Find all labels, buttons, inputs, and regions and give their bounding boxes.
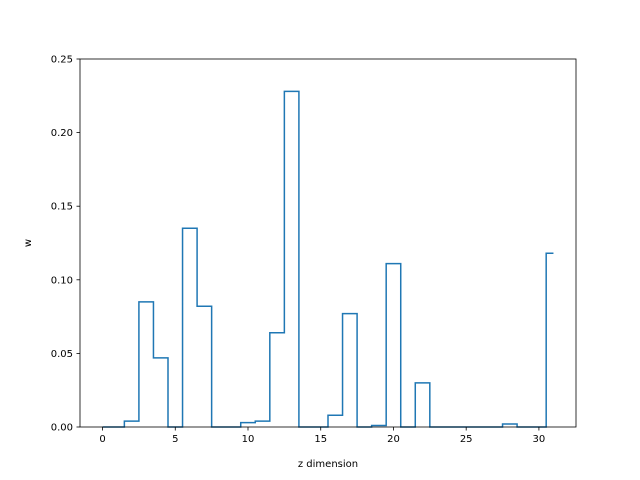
x-axis: 0 5 10 15 20 25 30	[99, 427, 545, 445]
x-tick-label: 25	[460, 434, 473, 445]
x-tick-label: 0	[99, 434, 105, 445]
y-axis: 0.00 0.05 0.10 0.15 0.20 0.25	[51, 55, 80, 434]
y-tick-label: 0.10	[51, 275, 73, 286]
x-tick-label: 15	[314, 434, 327, 445]
y-tick-label: 0.25	[51, 55, 73, 66]
y-tick-label: 0.00	[51, 423, 73, 434]
plot-area	[80, 59, 576, 427]
plot-frame	[79, 58, 577, 428]
x-tick-label: 10	[242, 434, 255, 445]
x-tick-label: 5	[172, 434, 178, 445]
x-tick-label: 20	[387, 434, 400, 445]
y-tick-label: 0.15	[51, 202, 73, 213]
y-tick-label: 0.05	[51, 349, 73, 360]
y-axis-label: w	[23, 239, 34, 247]
x-tick-label: 30	[533, 434, 546, 445]
y-tick-label: 0.20	[51, 128, 73, 139]
x-axis-label: z dimension	[298, 459, 358, 470]
